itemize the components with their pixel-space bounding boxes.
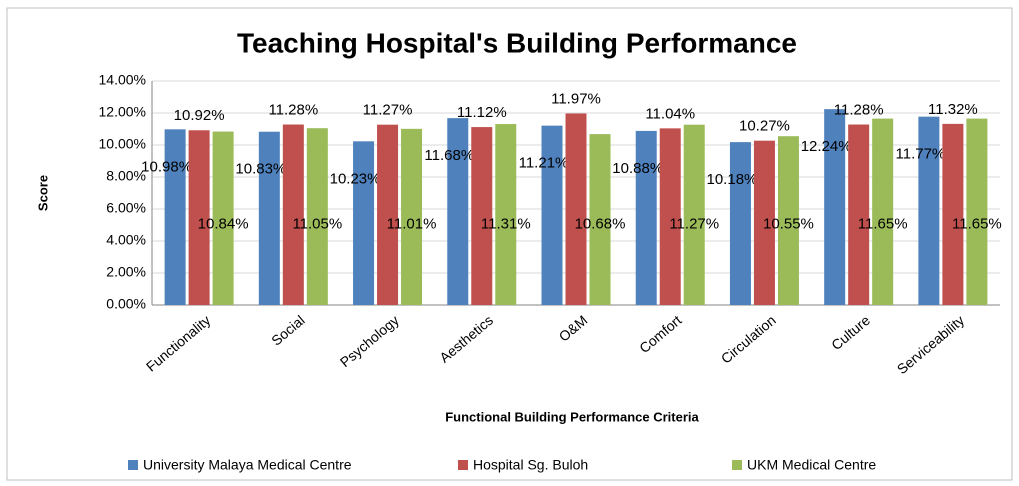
- bar: [918, 116, 940, 306]
- bar: [401, 128, 423, 305]
- value-label: 11.97%: [551, 90, 601, 107]
- value-label: 10.84%: [198, 215, 249, 232]
- value-label: 10.18%: [707, 171, 758, 188]
- y-axis-title: Score: [35, 175, 50, 211]
- value-label: 11.12%: [457, 104, 507, 121]
- bar: [683, 124, 705, 306]
- chart-title: Teaching Hospital's Building Performance: [237, 27, 797, 58]
- bar: [258, 131, 280, 305]
- y-tick-label: 4.00%: [106, 232, 146, 248]
- legend-label: UKM Medical Centre: [747, 457, 876, 473]
- x-axis-title: Functional Building Performance Criteria: [445, 409, 699, 424]
- bar: [589, 134, 611, 305]
- bar: [471, 127, 493, 305]
- bar: [447, 118, 469, 306]
- value-label: 10.27%: [739, 118, 790, 135]
- bar: [164, 129, 186, 305]
- value-label: 11.27%: [669, 215, 719, 232]
- value-label: 11.21%: [519, 155, 569, 172]
- legend-label: Hospital Sg. Buloh: [473, 457, 588, 473]
- value-label: 10.92%: [174, 107, 225, 124]
- y-tick-label: 2.00%: [106, 264, 146, 280]
- bar: [942, 123, 964, 305]
- legend-swatch: [458, 460, 468, 470]
- y-tick-label: 10.00%: [99, 136, 146, 152]
- value-label: 11.31%: [481, 215, 531, 232]
- value-label: 11.04%: [645, 105, 695, 122]
- value-label: 11.65%: [858, 215, 908, 232]
- value-label: 10.23%: [330, 170, 381, 187]
- bar: [659, 128, 681, 305]
- value-label: 10.83%: [235, 161, 286, 178]
- value-label: 11.68%: [424, 147, 474, 164]
- y-tick-label: 14.00%: [99, 72, 146, 88]
- value-label: 10.68%: [575, 215, 626, 232]
- bar: [872, 118, 894, 305]
- bar: [635, 130, 657, 305]
- value-label: 10.88%: [612, 160, 663, 177]
- y-tick-label: 6.00%: [106, 200, 146, 216]
- value-label: 11.27%: [363, 102, 413, 119]
- bar: [565, 113, 587, 305]
- bar: [306, 128, 328, 305]
- value-label: 11.05%: [292, 215, 342, 232]
- y-tick-label: 0.00%: [106, 296, 146, 312]
- value-label: 11.65%: [952, 215, 1002, 232]
- bar: [377, 124, 399, 306]
- value-label: 11.01%: [387, 215, 437, 232]
- y-tick-label: 8.00%: [106, 168, 146, 184]
- value-label: 10.98%: [141, 158, 192, 175]
- value-label: 11.32%: [928, 101, 978, 118]
- bar: [188, 130, 210, 305]
- bar: [212, 131, 234, 305]
- value-label: 12.24%: [801, 138, 852, 155]
- bar: [495, 124, 517, 305]
- bar: [353, 141, 375, 305]
- bar: [777, 136, 799, 305]
- bar: [729, 142, 751, 305]
- legend-label: University Malaya Medical Centre: [143, 457, 352, 473]
- value-label: 11.77%: [896, 146, 946, 163]
- bar: [282, 124, 304, 306]
- value-label: 11.28%: [268, 101, 318, 118]
- bar: [541, 125, 563, 305]
- legend-swatch: [732, 460, 742, 470]
- bar: [753, 140, 775, 305]
- value-label: 11.28%: [834, 101, 884, 118]
- bar: [848, 124, 870, 306]
- legend-swatch: [128, 460, 138, 470]
- bar: [966, 118, 988, 305]
- y-tick-label: 12.00%: [99, 104, 146, 120]
- value-label: 10.55%: [763, 215, 814, 232]
- bar: [824, 109, 846, 305]
